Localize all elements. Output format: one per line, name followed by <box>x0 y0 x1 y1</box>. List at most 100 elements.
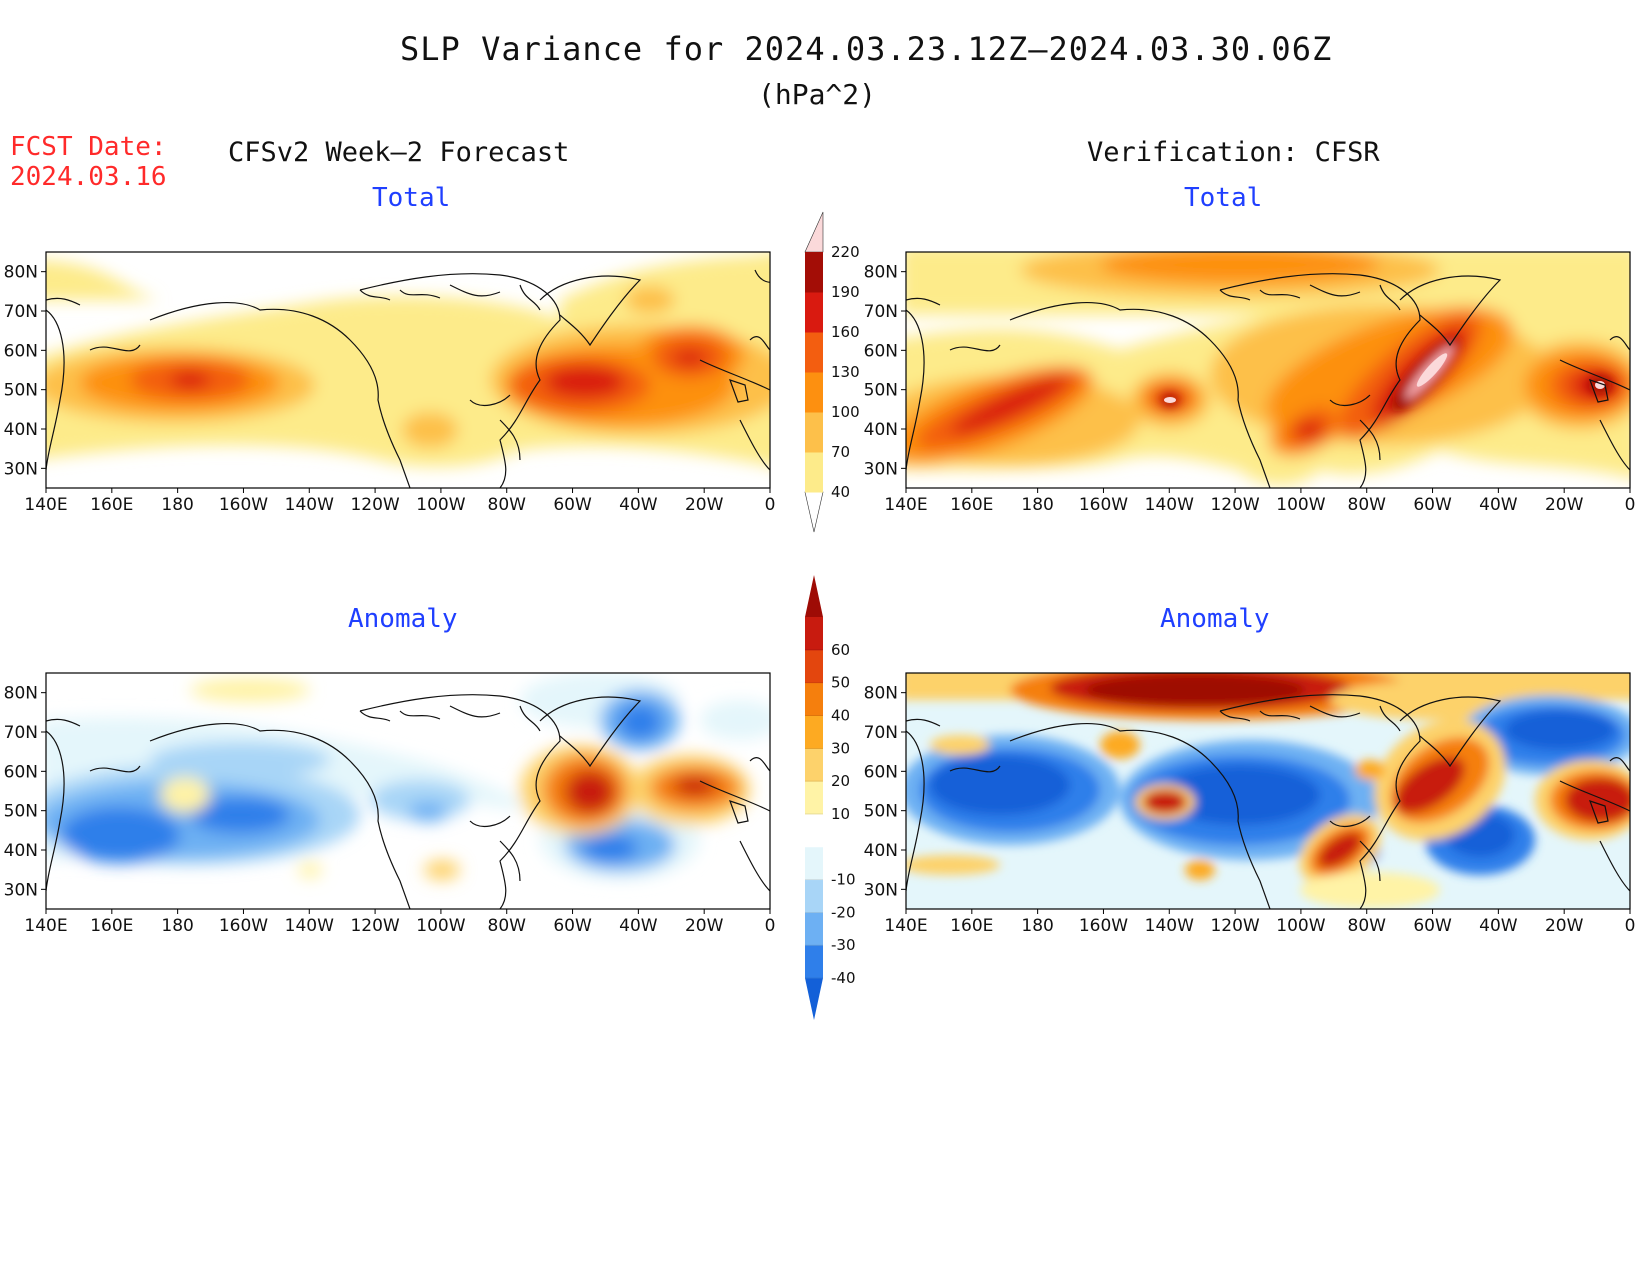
colorbar-cap-top <box>805 575 823 617</box>
colorbar-segment <box>805 715 823 749</box>
lon-tick-label: 120W <box>350 916 399 936</box>
lat-tick-label: 40N <box>4 841 38 861</box>
lon-tick-label: 80W <box>1348 495 1387 515</box>
lat-tick-label: 60N <box>864 341 898 361</box>
lon-tick-label: 60W <box>1413 916 1452 936</box>
lat-tick-label: 50N <box>4 381 38 401</box>
lon-tick-label: 80W <box>488 495 527 515</box>
lon-tick-label: 160E <box>950 916 993 936</box>
lat-tick-label: 40N <box>864 420 898 440</box>
right-column-title: Verification: CFSR <box>1087 137 1380 168</box>
colorbar-total: 40 70 100 130 160 190 220 <box>804 211 860 533</box>
lat-ticks-forecast-anomaly: 30N 40N 50N 60N 70N 80N <box>4 684 46 900</box>
lon-tick-label: 100W <box>1276 495 1325 515</box>
lat-tick-label: 40N <box>4 420 38 440</box>
colorbar-label: 50 <box>831 674 850 692</box>
lat-tick-label: 70N <box>864 302 898 322</box>
lat-tick-label: 50N <box>864 802 898 822</box>
lat-tick-label: 60N <box>864 762 898 782</box>
colorbar-segment <box>805 332 823 373</box>
lon-tick-label: 140E <box>24 495 67 515</box>
lon-tick-label: 0 <box>1625 495 1636 515</box>
lon-tick-label: 160E <box>90 495 133 515</box>
lon-tick-label: 160E <box>90 916 133 936</box>
colorbar-label: 160 <box>831 323 860 341</box>
colorbar-anomaly: -40 -30 -20 -10 10 20 30 40 50 60 <box>805 575 856 1020</box>
lon-tick-label: 40W <box>619 495 658 515</box>
lon-tick-label: 80W <box>488 916 527 936</box>
lon-tick-label: 120W <box>350 495 399 515</box>
lon-tick-label: 180 <box>161 916 193 936</box>
lon-tick-label: 0 <box>765 916 776 936</box>
lat-tick-label: 80N <box>4 263 38 283</box>
colorbar-segment <box>805 813 823 848</box>
lat-tick-label: 30N <box>4 880 38 900</box>
colorbar-segment <box>805 945 823 979</box>
lon-tick-label: 180 <box>1021 495 1053 515</box>
lon-tick-label: 20W <box>1545 495 1584 515</box>
lat-tick-label: 70N <box>864 723 898 743</box>
lat-tick-label: 30N <box>864 880 898 900</box>
lat-ticks-verification-total: 30N 40N 50N 60N 70N 80N <box>864 263 906 479</box>
colorbar-label: -20 <box>831 903 856 921</box>
colorbar-segment <box>805 292 823 333</box>
colorbar-label: 190 <box>831 283 860 301</box>
map-verification-total: 30N 40N 50N 60N 70N 80N 140E 160E 180 160W 140W 12… <box>864 251 1635 515</box>
colorbar-label: 40 <box>831 483 850 501</box>
panel-title-verification-total: Total <box>1184 183 1263 213</box>
lat-tick-label: 40N <box>864 841 898 861</box>
lon-tick-label: 160E <box>950 495 993 515</box>
colorbar-label: 220 <box>831 243 860 261</box>
colorbar-label: -10 <box>831 871 856 889</box>
lon-tick-label: 40W <box>1479 916 1518 936</box>
lon-tick-label: 160W <box>1079 916 1128 936</box>
colorbar-segment <box>805 748 823 782</box>
lon-tick-label: 140W <box>285 495 334 515</box>
lat-ticks-forecast-total: 30N 40N 50N 60N 70N 80N <box>4 263 46 479</box>
map-verification-anomaly: 30N 40N 50N 60N 70N 80N 140E 160E 180 160W 140W 12… <box>864 672 1636 936</box>
lon-tick-label: 120W <box>1210 495 1259 515</box>
lon-tick-label: 100W <box>416 916 465 936</box>
left-column-title: CFSv2 Week–2 Forecast <box>228 137 570 168</box>
lon-tick-label: 60W <box>553 916 592 936</box>
colorbar-segment <box>805 879 823 913</box>
lat-tick-label: 30N <box>864 459 898 479</box>
colorbar-segment <box>805 252 823 293</box>
panel-title-forecast-total: Total <box>372 183 451 213</box>
lon-ticks-forecast-total: 140E 160E 180 160W 140W 120W 100W 80W 60W 40W 20W 0 <box>24 488 775 515</box>
colorbar-segment <box>805 781 823 815</box>
figure-title: SLP Variance for 2024.03.23.12Z–2024.03.… <box>400 30 1333 68</box>
lat-tick-label: 70N <box>4 302 38 322</box>
colorbar-segment <box>805 649 823 684</box>
lat-tick-label: 60N <box>4 341 38 361</box>
lat-tick-label: 80N <box>4 684 38 704</box>
lat-tick-label: 80N <box>864 684 898 704</box>
map-forecast-total: 30N 40N 50N 60N 70N 80N 140E 160E 180 160W 140W 12… <box>4 251 775 515</box>
colorbar-segment <box>805 846 823 881</box>
lon-tick-label: 0 <box>765 495 776 515</box>
colorbar-label: 40 <box>831 706 850 724</box>
lon-tick-label: 140W <box>285 916 334 936</box>
map-forecast-anomaly: 30N 40N 50N 60N 70N 80N 140E 160E 180 160W 140W 12… <box>4 672 776 936</box>
fcst-date: 2024.03.16 <box>10 162 167 192</box>
lon-tick-label: 160W <box>1079 495 1128 515</box>
colorbar-segment <box>805 452 823 493</box>
lon-tick-label: 100W <box>416 495 465 515</box>
lon-tick-label: 160W <box>219 916 268 936</box>
colorbar-segment <box>805 912 823 946</box>
panel-title-forecast-anomaly: Anomaly <box>348 604 458 634</box>
lon-tick-label: 40W <box>619 916 658 936</box>
colorbar-label: 20 <box>831 772 850 790</box>
lon-tick-label: 20W <box>1545 916 1584 936</box>
colorbar-label: -40 <box>831 969 856 987</box>
lon-tick-label: 80W <box>1348 916 1387 936</box>
fcst-date-label: FCST Date: <box>10 132 167 162</box>
lon-tick-label: 0 <box>1625 916 1636 936</box>
colorbar-cap-bottom <box>804 491 824 533</box>
colorbar-segment <box>805 412 823 453</box>
lon-ticks-verification-total: 140E 160E 180 160W 140W 120W 100W 80W 60W 40W 20W 0 <box>884 488 1635 515</box>
colorbar-label: 30 <box>831 739 850 757</box>
panel-title-verification-anomaly: Anomaly <box>1160 604 1270 634</box>
colorbar-segment <box>805 682 823 716</box>
